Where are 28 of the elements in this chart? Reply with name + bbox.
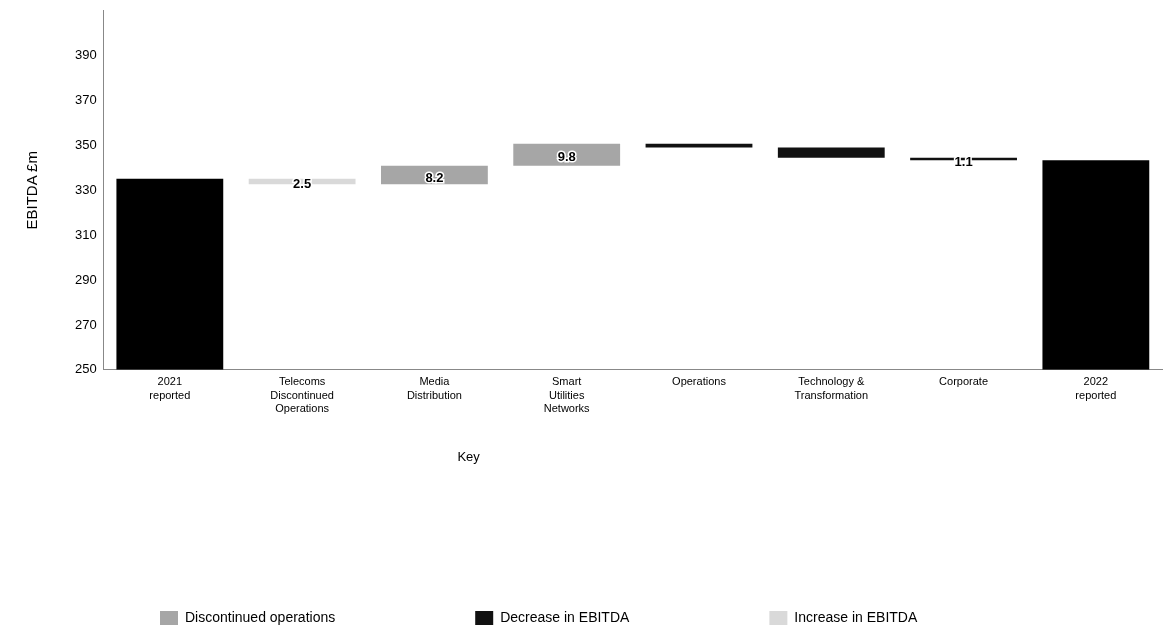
x-tick-label: 2021 reported (149, 375, 191, 401)
data-label: 8.2 (425, 169, 444, 185)
y-tick-label: 330 (74, 181, 97, 197)
y-tick-label: 310 (74, 226, 97, 242)
x-tick-label: Media Distribution (406, 375, 462, 401)
y-tick-label: 270 (74, 316, 97, 332)
bar (777, 147, 885, 158)
bar (513, 143, 621, 166)
legend-label: Discontinued operations (185, 608, 336, 625)
data-label: 2.5 (293, 176, 312, 192)
bar (116, 178, 224, 370)
legend-label: Decrease in EBITDA (500, 608, 631, 625)
bar (1042, 160, 1150, 370)
x-tick-label: Telecoms Discontinued Operations (270, 375, 334, 414)
y-tick-label: 250 (74, 361, 97, 377)
x-tick-label: Technology & Transformation (794, 375, 869, 401)
x-tick-label: Smart Utilities Networks (543, 375, 591, 414)
y-tick-label: 370 (74, 92, 97, 108)
y-tick-label: 290 (74, 271, 97, 287)
legend-title: Key (457, 449, 481, 465)
y-tick-label: 350 (74, 137, 97, 152)
x-tick-label: Operations (672, 375, 727, 388)
x-tick-label: Corporate (939, 375, 989, 388)
y-axis-title: EBITDA £m (23, 151, 41, 230)
x-tick-label: 2022 reported (1075, 375, 1117, 401)
legend-label: Increase in EBITDA (794, 608, 918, 625)
data-label: 9.8 (557, 149, 576, 165)
y-tick-label: 390 (74, 47, 97, 63)
